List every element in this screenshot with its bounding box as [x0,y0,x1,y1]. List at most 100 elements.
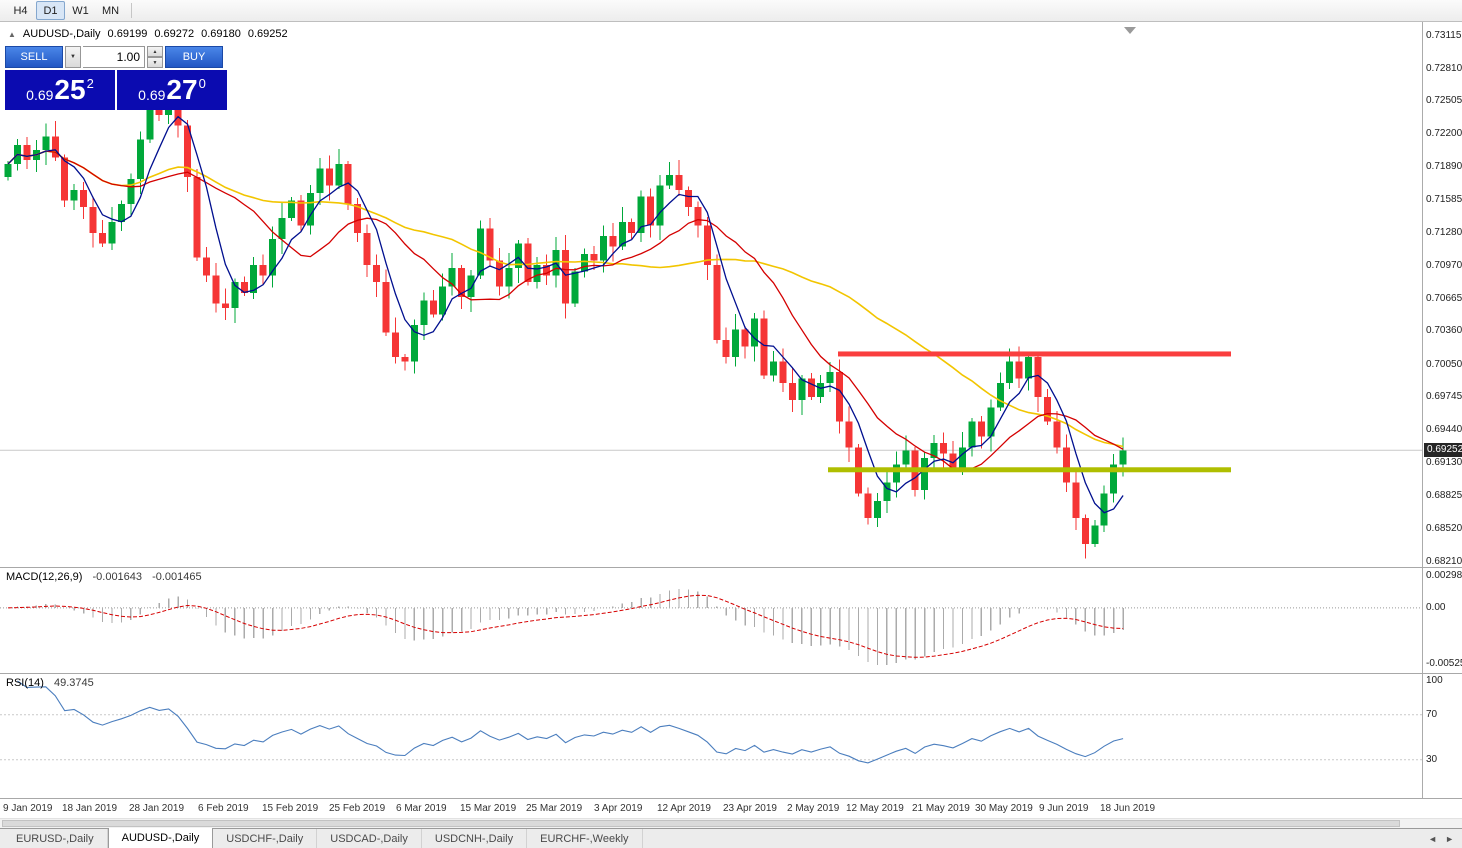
price-chart-panel[interactable]: ▲ AUDUSD-,Daily 0.69199 0.69272 0.69180 … [0,22,1422,567]
ohlc-open: 0.69199 [107,28,148,40]
tab-usdchf-daily[interactable]: USDCHF-,Daily [213,829,318,848]
ma-5-line [7,115,1124,514]
rsi-scale[interactable]: 100 70 30 [1422,674,1462,798]
panel-separator[interactable] [0,673,1462,674]
price-tick-label: 0.71280 [1426,226,1462,238]
sell-price-prefix: 0.69 [26,87,54,103]
ohlc-close: 0.69252 [247,28,288,40]
tab-usdcnh-daily[interactable]: USDCNH-,Daily [422,829,528,848]
timeframe-h4[interactable]: H4 [13,4,28,17]
date-label: 25 Feb 2019 [329,803,386,814]
candlestick-chart[interactable] [0,22,1422,567]
rsi-value: 49.3745 [53,677,94,689]
timeframe-mn[interactable]: MN [101,4,120,17]
sell-price-pip: 2 [86,75,94,91]
chart-info-row: ▲ AUDUSD-,Daily 0.69199 0.69272 0.69180 … [8,28,288,40]
date-label: 9 Jan 2019 [3,803,53,814]
buy-price-prefix: 0.69 [138,87,166,103]
horizontal-scrollbar[interactable] [0,818,1462,828]
scrollbar-thumb[interactable] [2,820,1400,827]
price-tick-label: 0.69440 [1426,424,1462,436]
support-line[interactable] [828,467,1231,473]
chart-shift-marker-icon[interactable] [1124,27,1136,34]
tab-next-icon[interactable]: ► [1445,833,1454,844]
price-tick-label: 0.71890 [1426,161,1462,173]
timeframe-w1[interactable]: W1 [72,4,89,17]
date-label: 15 Mar 2019 [460,803,517,814]
symbol-period-label: AUDUSD-,Daily [22,28,101,40]
date-label: 18 Jun 2019 [1100,803,1156,814]
macd-value-main: -0.001643 [92,571,143,583]
date-label: 23 Apr 2019 [723,803,777,814]
price-tick-label: 0.72810 [1426,62,1462,74]
one-click-trading-widget: SELL ▼ ▲ ▼ BUY 0.69 25 2 0.69 27 0 [5,46,227,110]
macd-label: MACD(12,26,9) [6,571,83,583]
one-click-collapse-icon[interactable]: ▲ [8,29,16,39]
price-tick-label: 0.68520 [1426,522,1462,534]
ohlc-low: 0.69180 [201,28,241,40]
sell-price-display[interactable]: 0.69 25 2 [5,70,115,110]
tab-eurchf-weekly[interactable]: EURCHF-,Weekly [527,829,643,848]
volume-input[interactable] [83,46,145,68]
toolbar: H4 D1 W1 MN [0,0,1462,22]
date-label: 2 May 2019 [787,803,840,814]
resistance-line[interactable] [838,351,1231,357]
price-tick-label: 0.69745 [1426,391,1462,403]
price-scale[interactable]: 0.73115 0.72810 0.72505 0.72200 0.71890 0.715… [1422,22,1462,567]
sell-button[interactable]: SELL [5,46,63,68]
price-tick-label: 0.73115 [1426,30,1462,41]
rsi-chart [0,680,1422,764]
macd-histogram [16,589,1124,665]
volume-stepper: ▲ ▼ [147,46,163,68]
macd-tick-label: -0.005256 [1426,658,1462,669]
date-label: 15 Feb 2019 [262,803,319,814]
rsi-tick-label: 100 [1426,675,1443,686]
rsi-tick-label: 30 [1426,753,1438,765]
price-tick-label: 0.70665 [1426,292,1462,304]
buy-price-big: 27 [166,74,198,105]
chart-tabs-bar: EURUSD-,Daily AUDUSD-,Daily USDCHF-,Daily U… [0,828,1462,848]
tab-usdcad-daily[interactable]: USDCAD-,Daily [317,829,422,848]
timeframe-d1[interactable]: D1 [36,1,65,20]
tab-prev-icon[interactable]: ◄ [1428,833,1438,844]
volume-down-icon[interactable]: ▼ [147,57,163,68]
tab-nav: ◄ ► [1420,829,1462,848]
date-label: 30 May 2019 [975,803,1033,814]
date-label: 21 May 2019 [912,803,970,814]
macd-tick-label: 0.002984 [1426,570,1462,581]
volume-dropdown-icon[interactable]: ▼ [65,46,81,68]
volume-up-icon[interactable]: ▲ [147,46,163,57]
current-price-badge: 0.69252 [1424,443,1462,458]
macd-label-row: MACD(12,26,9) -0.001643 -0.001465 [6,571,202,583]
date-label: 25 Mar 2019 [526,803,583,814]
macd-tick-label: 0.00 [1426,601,1446,613]
date-label: 6 Feb 2019 [198,803,249,814]
date-label: 18 Jan 2019 [62,803,118,814]
date-label: 3 Apr 2019 [594,803,643,814]
price-tick-label: 0.68210 [1426,556,1462,567]
price-tick-label: 0.69130 [1426,457,1462,469]
date-label: 28 Jan 2019 [129,803,185,814]
price-tick-label: 0.70360 [1426,325,1462,337]
macd-signal-line [7,594,1124,658]
price-tick-label: 0.70050 [1426,358,1462,370]
rsi-label-row: RSI(14) 49.3745 [6,677,94,689]
panel-separator [0,798,1462,799]
buy-button[interactable]: BUY [165,46,223,68]
macd-chart [0,589,1422,665]
buy-price-display[interactable]: 0.69 27 0 [117,70,227,110]
macd-value-signal: -0.001465 [152,571,202,583]
candles-group [4,84,1127,559]
date-label: 12 May 2019 [846,803,904,814]
price-tick-label: 0.72200 [1426,128,1462,140]
price-tick-label: 0.72505 [1426,95,1462,107]
rsi-panel[interactable]: RSI(14) 49.3745 [0,674,1422,798]
tab-eurusd-daily[interactable]: EURUSD-,Daily [3,829,108,848]
panel-separator[interactable] [0,567,1462,568]
rsi-tick-label: 70 [1426,708,1438,720]
macd-scale[interactable]: 0.002984 0.00 -0.005256 [1422,568,1462,673]
date-axis[interactable]: 9 Jan 2019 18 Jan 2019 28 Jan 2019 6 Feb 20… [0,799,1422,818]
macd-panel[interactable]: MACD(12,26,9) -0.001643 -0.001465 [0,568,1422,673]
tab-audusd-daily[interactable]: AUDUSD-,Daily [107,828,214,848]
